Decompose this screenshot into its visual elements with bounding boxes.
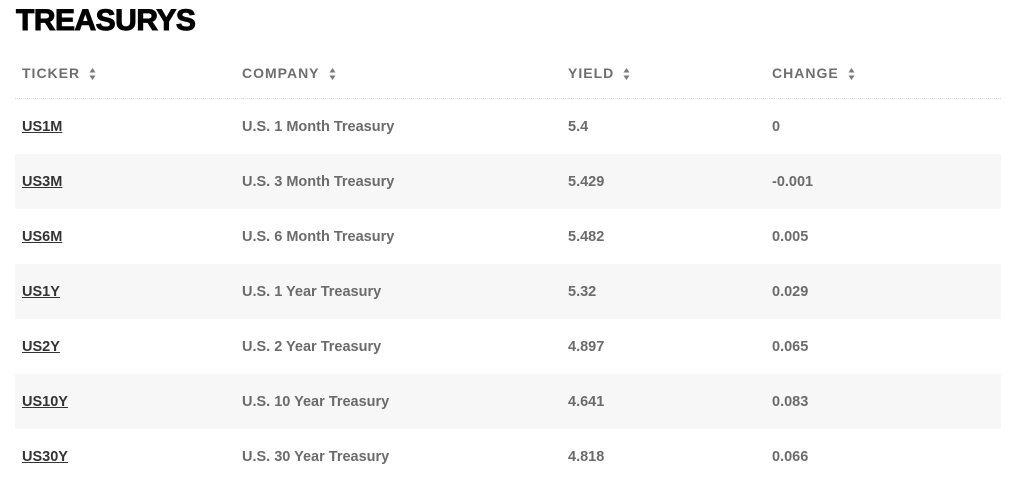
- ticker-cell: US1M: [15, 99, 242, 155]
- ticker-cell: US10Y: [15, 374, 242, 429]
- company-cell: U.S. 3 Month Treasury: [242, 154, 568, 209]
- ticker-link[interactable]: US10Y: [22, 393, 68, 410]
- column-header-company[interactable]: COMPANY: [242, 48, 568, 99]
- table-row: US10Y U.S. 10 Year Treasury 4.641 0.083: [15, 374, 1001, 429]
- header-label: YIELD: [568, 64, 615, 81]
- yield-cell: 4.897: [568, 338, 605, 355]
- change-cell: 0.029: [772, 264, 1001, 319]
- change-cell: 0: [772, 118, 781, 135]
- header-row: TICKER COMPANY YIELD CHANGE: [15, 48, 1001, 99]
- ticker-cell: US1Y: [15, 264, 242, 319]
- header-label: TICKER: [22, 64, 81, 81]
- ticker-link[interactable]: US30Y: [22, 448, 68, 465]
- company-cell: U.S. 2 Year Treasury: [242, 338, 382, 355]
- change-cell: -0.001: [772, 154, 1001, 209]
- ticker-link[interactable]: US1M: [22, 118, 63, 135]
- ticker-cell: US2Y: [15, 319, 242, 374]
- company-cell: U.S. 1 Year Treasury: [242, 264, 568, 319]
- company-cell: U.S. 6 Month Treasury: [242, 228, 395, 245]
- sort-icon[interactable]: [329, 67, 336, 81]
- header-label: CHANGE: [772, 64, 839, 81]
- table-row: US6M U.S. 6 Month Treasury 5.482 0.005: [15, 209, 1001, 264]
- sort-icon[interactable]: [89, 67, 96, 81]
- ticker-cell: US30Y: [15, 429, 242, 484]
- company-cell: U.S. 30 Year Treasury: [242, 448, 390, 465]
- ticker-link[interactable]: US1Y: [22, 283, 60, 300]
- column-header-change[interactable]: CHANGE: [772, 48, 1001, 99]
- yield-cell: 5.4: [568, 118, 589, 135]
- table-row: US3M U.S. 3 Month Treasury 5.429 -0.001: [15, 154, 1001, 209]
- header-label: COMPANY: [242, 64, 320, 81]
- company-cell: U.S. 1 Month Treasury: [242, 118, 395, 135]
- page-title: TREASURYS: [15, 4, 196, 38]
- table-row: US1M U.S. 1 Month Treasury 5.4 0: [15, 99, 1001, 155]
- yield-cell: 5.32: [568, 264, 772, 319]
- change-cell: 0.005: [772, 228, 809, 245]
- column-header-yield[interactable]: YIELD: [568, 48, 772, 99]
- yield-cell: 5.482: [568, 228, 605, 245]
- column-header-ticker[interactable]: TICKER: [15, 48, 242, 99]
- ticker-link[interactable]: US2Y: [22, 338, 60, 355]
- yield-cell: 4.818: [568, 448, 605, 465]
- treasury-table: TICKER COMPANY YIELD CHANGE US1M U.S. 1 M…: [15, 48, 1001, 484]
- ticker-link[interactable]: US6M: [22, 228, 63, 245]
- ticker-cell: US3M: [15, 154, 242, 209]
- ticker-cell: US6M: [15, 209, 242, 264]
- company-cell: U.S. 10 Year Treasury: [242, 374, 568, 429]
- table-row: US30Y U.S. 30 Year Treasury 4.818 0.066: [15, 429, 1001, 484]
- table-row: US2Y U.S. 2 Year Treasury 4.897 0.065: [15, 319, 1001, 374]
- sort-icon[interactable]: [848, 67, 855, 81]
- yield-cell: 5.429: [568, 154, 772, 209]
- sort-icon[interactable]: [623, 67, 630, 81]
- yield-cell: 4.641: [568, 374, 772, 429]
- change-cell: 0.066: [772, 448, 809, 465]
- change-cell: 0.065: [772, 338, 809, 355]
- ticker-link[interactable]: US3M: [22, 173, 63, 190]
- table-row: US1Y U.S. 1 Year Treasury 5.32 0.029: [15, 264, 1001, 319]
- change-cell: 0.083: [772, 374, 1001, 429]
